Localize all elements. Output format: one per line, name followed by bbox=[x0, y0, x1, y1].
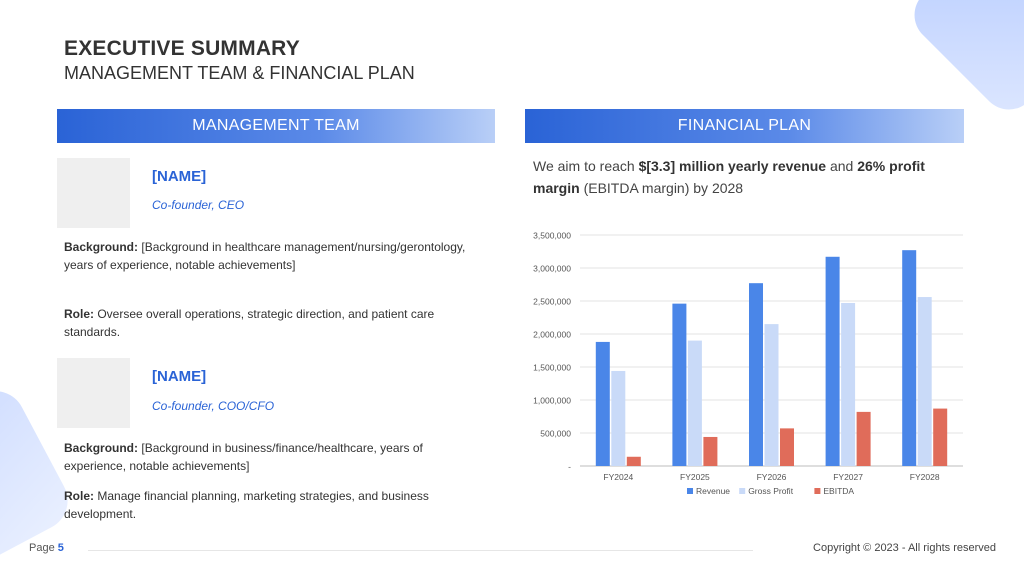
bar-revenue bbox=[902, 250, 917, 466]
legend-label: Revenue bbox=[696, 486, 730, 496]
bar-revenue bbox=[672, 303, 687, 466]
goal-text-part: and bbox=[826, 158, 858, 174]
x-tick-label: FY2025 bbox=[680, 472, 710, 482]
page-title: EXECUTIVE SUMMARY bbox=[64, 37, 300, 60]
y-tick-label: 1,000,000 bbox=[533, 396, 571, 406]
member-role: Role: Manage financial planning, marketi… bbox=[64, 487, 484, 523]
y-tick-label: 2,000,000 bbox=[533, 330, 571, 340]
member-photo-placeholder bbox=[57, 358, 130, 428]
background-label: Background: bbox=[64, 240, 139, 254]
legend-label: Gross Profit bbox=[748, 486, 794, 496]
member-background: Background: [Background in healthcare ma… bbox=[64, 238, 484, 274]
page-indicator: Page 5 bbox=[29, 542, 64, 554]
bar-ebitda bbox=[703, 436, 718, 466]
x-tick-label: FY2027 bbox=[833, 472, 863, 482]
financial-plan-banner-label: FINANCIAL PLAN bbox=[677, 117, 812, 134]
y-tick-label: - bbox=[568, 462, 571, 472]
bar-gross-profit bbox=[611, 370, 626, 466]
goal-revenue-highlight: $[3.3] million yearly revenue bbox=[638, 158, 827, 174]
financial-goal-text: We aim to reach $[3.3] million yearly re… bbox=[533, 155, 963, 199]
page-label: Page bbox=[29, 542, 55, 554]
bar-ebitda bbox=[626, 456, 641, 466]
x-tick-label: FY2024 bbox=[603, 472, 633, 482]
bar-gross-profit bbox=[687, 340, 702, 466]
legend-swatch bbox=[814, 488, 821, 494]
x-tick-label: FY2028 bbox=[910, 472, 940, 482]
page-number: 5 bbox=[57, 542, 64, 554]
page-subtitle: MANAGEMENT TEAM & FINANCIAL PLAN bbox=[64, 63, 415, 83]
goal-margin-highlight: 26% profit margin bbox=[533, 158, 925, 196]
member-role-title: Co-founder, COO/CFO bbox=[152, 399, 275, 413]
member-role: Role: Oversee overall operations, strate… bbox=[64, 305, 484, 341]
financial-bar-chart: - 500,000 1,000,000 1,500,000 2,000,000 2,500… bbox=[533, 231, 963, 496]
y-tick-label: 3,500,000 bbox=[533, 231, 571, 241]
y-tick-label: 500,000 bbox=[540, 429, 571, 439]
bar-gross-profit bbox=[841, 302, 856, 466]
financial-plan-banner: FINANCIAL PLAN bbox=[525, 109, 964, 143]
bar-gross-profit bbox=[764, 324, 779, 466]
y-tick-label: 3,000,000 bbox=[533, 264, 571, 274]
bar-revenue bbox=[825, 256, 840, 466]
bar-ebitda bbox=[856, 411, 871, 466]
background-text: [Background in business/finance/healthca… bbox=[64, 441, 423, 473]
bar-gross-profit bbox=[917, 297, 932, 466]
goal-text-part: We aim to reach bbox=[533, 158, 639, 174]
x-tick-label: FY2026 bbox=[757, 472, 787, 482]
role-label: Role: bbox=[64, 489, 94, 503]
y-tick-label: 1,500,000 bbox=[533, 363, 571, 373]
member-name: [NAME] bbox=[152, 368, 207, 385]
copyright-text: Copyright © 2023 - All rights reserved bbox=[813, 542, 996, 554]
bar-ebitda bbox=[933, 408, 948, 466]
role-text: Oversee overall operations, strategic di… bbox=[64, 307, 435, 339]
bar-revenue bbox=[749, 283, 763, 466]
legend-swatch bbox=[687, 488, 693, 494]
role-text: Manage financial planning, marketing str… bbox=[64, 489, 429, 521]
member-background: Background: [Background in business/fina… bbox=[64, 439, 484, 475]
y-tick-label: 2,500,000 bbox=[533, 297, 571, 307]
background-label: Background: bbox=[64, 441, 139, 455]
bar-revenue bbox=[595, 341, 610, 466]
member-role-title: Co-founder, CEO bbox=[152, 198, 245, 212]
footer-divider bbox=[88, 550, 753, 551]
role-label: Role: bbox=[64, 307, 94, 321]
background-text: [Background in healthcare management/nur… bbox=[64, 240, 466, 272]
management-team-banner-label: MANAGEMENT TEAM bbox=[192, 117, 360, 134]
legend-label: EBITDA bbox=[823, 486, 854, 496]
member-name: [NAME] bbox=[152, 168, 207, 185]
member-photo-placeholder bbox=[57, 158, 130, 228]
bar-ebitda bbox=[780, 428, 794, 466]
management-team-banner: MANAGEMENT TEAM bbox=[57, 109, 495, 143]
goal-text-part: (EBITDA margin) by 2028 bbox=[579, 180, 744, 196]
decorative-shape-top-right bbox=[902, 0, 1024, 122]
legend-swatch bbox=[739, 488, 746, 494]
